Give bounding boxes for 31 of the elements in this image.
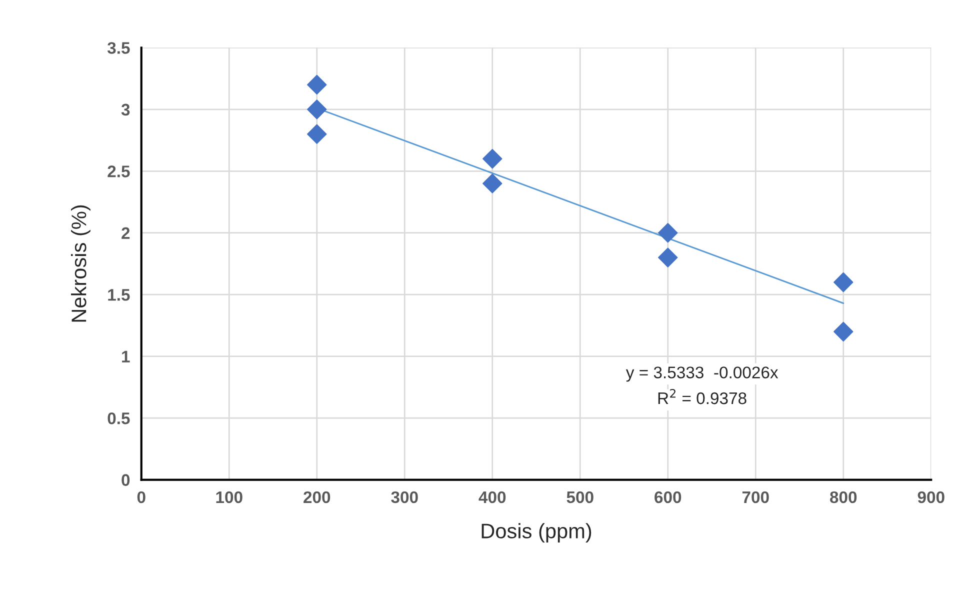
y-tick-label: 0.5 — [108, 412, 130, 424]
annotation: R$^{2}$ = 0.9378 — [658, 388, 746, 404]
x-tick-label: 100 — [216, 491, 242, 504]
x-tick-label: 300 — [391, 491, 418, 504]
annotation: y = 3.5333 -0.0026x — [626, 366, 778, 382]
x-axis-title: Dosis (ppm) — [482, 523, 592, 543]
x-tick-label: 400 — [478, 491, 506, 504]
y-tick-label: 2.5 — [108, 166, 130, 178]
x-tick-label: 700 — [742, 491, 769, 504]
point — [834, 322, 854, 342]
x-tick-label: 200 — [304, 491, 330, 504]
point — [482, 174, 502, 194]
point — [307, 74, 327, 95]
x-tick-label: 500 — [566, 491, 594, 504]
y-tick-label: 3 — [121, 104, 130, 116]
y-tick-label: 1.5 — [108, 289, 130, 301]
point — [482, 148, 502, 169]
x-tick-label: 800 — [830, 491, 857, 504]
point — [658, 248, 678, 268]
y-tick-label: 1 — [122, 350, 130, 362]
x-tick-label: 0 — [137, 491, 146, 504]
y-axis-title: Nekrosis (%) — [71, 205, 90, 322]
x-tick-label: 600 — [654, 491, 682, 504]
y-tick-label: 0 — [122, 474, 130, 486]
x-tick-label: 900 — [918, 491, 944, 504]
y-tick-label: 3.5 — [107, 42, 130, 54]
point — [307, 124, 327, 144]
point — [658, 223, 678, 243]
y-tick-label: 2 — [122, 227, 130, 239]
point — [834, 272, 854, 292]
point — [307, 100, 327, 120]
